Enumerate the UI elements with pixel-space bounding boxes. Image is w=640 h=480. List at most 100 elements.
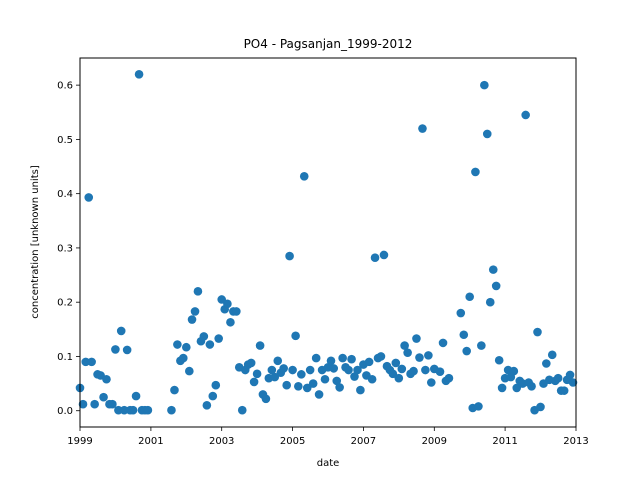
data-point [491,281,501,291]
chart-title: PO4 - Pagsanjan_1999-2012 [244,37,413,51]
data-point [477,341,486,350]
y-tick-label: 0.6 [57,81,73,92]
data-point [482,129,492,139]
data-point [536,402,545,412]
x-tick-label: 2003 [209,436,234,447]
data-point [185,366,194,376]
y-tick-label: 0.2 [57,298,73,309]
data-point [465,292,475,302]
data-point [527,382,536,391]
plot-area [75,57,578,428]
data-point [211,380,221,390]
data-point [424,351,433,360]
x-tick-label: 2009 [422,436,447,447]
data-point [193,287,203,296]
data-point [119,405,129,415]
data-point [344,365,353,375]
data-point [438,338,448,348]
data-point [320,374,330,384]
data-point [279,364,288,373]
data-point [237,405,247,415]
y-axis-label: concentration [unknown units] [30,165,41,319]
data-point [167,405,176,415]
data-point [415,353,424,362]
data-point [480,80,489,90]
data-point [255,341,265,350]
x-tick-label: 2001 [138,436,163,447]
data-point [143,405,153,415]
data-point [208,391,218,401]
data-point [565,370,575,380]
x-tick-label: 2011 [492,436,517,447]
data-point [485,297,495,307]
data-point [299,172,309,181]
data-point [90,399,99,409]
data-point [497,383,507,393]
data-point [84,193,94,202]
data-point [332,376,342,386]
data-point [350,372,359,381]
plot-frame [79,57,577,428]
data-point [559,386,569,395]
data-point [202,400,212,410]
y-tick-label: 0.4 [57,189,73,200]
data-point [329,364,339,373]
data-point [471,167,480,177]
data-point [512,383,522,393]
data-point [547,350,557,360]
data-point [232,307,241,316]
data-point [261,394,271,404]
data-point [421,365,430,375]
data-point [409,366,418,376]
data-point [116,326,126,336]
data-points [75,69,578,415]
data-point [128,405,138,415]
data-point [376,352,386,361]
data-point [311,353,321,363]
data-point [347,354,356,364]
data-point [370,253,380,262]
data-point [78,399,88,409]
data-point [108,399,117,409]
data-point [426,378,436,387]
data-point [364,357,374,367]
data-point [418,124,427,133]
data-point [394,373,404,383]
data-point [521,110,530,120]
data-point [308,379,318,388]
data-point [223,299,232,309]
data-point [246,358,256,368]
data-point [335,383,344,392]
data-point [488,265,498,274]
plot-background [80,58,576,427]
data-point [462,346,471,356]
y-tick-label: 0.0 [57,406,73,417]
data-point [273,356,283,366]
data-point [187,315,197,324]
x-axis-ticks: 1999 2001 2003 2005 2007 2009 2011 2013 [67,427,589,447]
data-point [391,358,401,368]
data-point [267,365,277,375]
data-point [388,369,398,379]
data-point [102,374,111,384]
data-point [412,334,421,343]
data-point [252,369,262,379]
data-point [199,332,209,341]
data-point [542,359,551,368]
data-point [122,345,132,355]
data-point [294,382,303,391]
data-point [291,331,300,341]
data-point [249,377,259,387]
data-point [459,330,469,340]
data-point [285,251,294,261]
data-point [305,365,315,375]
y-tick-label: 0.5 [57,135,73,146]
x-tick-label: 2007 [351,436,376,447]
data-point [111,345,120,354]
x-axis-label: date [317,458,340,469]
x-tick-label: 2005 [280,436,305,447]
x-tick-label: 1999 [67,436,92,447]
data-point [81,357,91,367]
data-point [456,308,466,318]
